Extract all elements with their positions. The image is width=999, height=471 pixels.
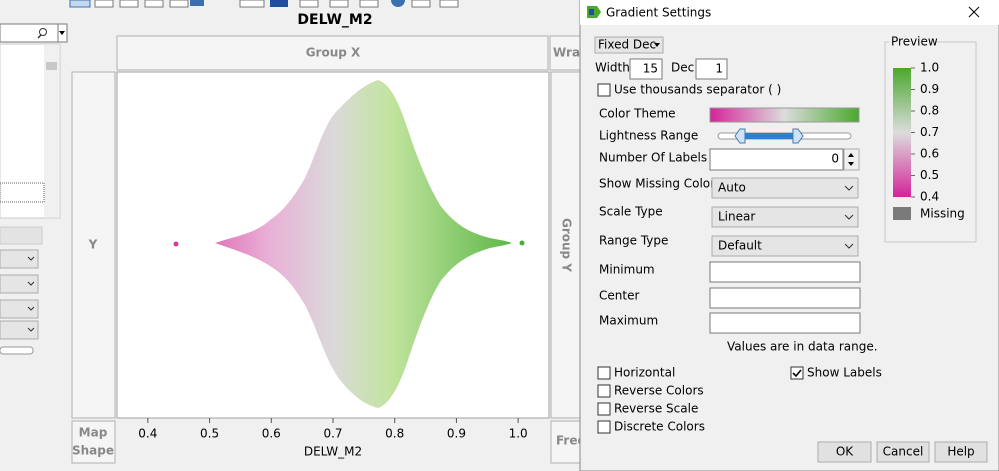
show-missing-label: Show Missing Color xyxy=(599,177,715,191)
swarm xyxy=(173,80,525,408)
number-of-labels-label: Number Of Labels xyxy=(599,151,707,165)
group-y: Group Y xyxy=(560,218,574,272)
dropdown[interactable] xyxy=(0,249,39,269)
x-tick-label: 0.5 xyxy=(200,427,219,441)
group-x: Group X xyxy=(306,46,361,60)
button-label: OK xyxy=(836,445,854,459)
graph-title: DELW_M2 xyxy=(297,12,372,28)
checkbox-label: Discrete Colors xyxy=(614,420,705,434)
slider-handle[interactable] xyxy=(734,128,804,144)
maximum-input[interactable] xyxy=(709,312,861,334)
width-value: 15 xyxy=(643,62,658,76)
preview-bar xyxy=(893,68,911,197)
checkbox[interactable] xyxy=(597,366,611,380)
checkbox[interactable] xyxy=(597,384,611,398)
dropdown-value: Auto xyxy=(718,181,746,195)
checkbox[interactable] xyxy=(597,83,611,97)
x-tick-label: 1.0 xyxy=(509,427,528,441)
range-note: Values are in data range. xyxy=(727,340,878,354)
checkbox[interactable] xyxy=(597,420,611,434)
checkmark xyxy=(792,369,802,378)
map-shape: Map xyxy=(79,426,108,440)
dropdown[interactable] xyxy=(0,320,39,340)
x-tick-label: 0.9 xyxy=(447,427,466,441)
checkbox-label: Reverse Colors xyxy=(614,384,704,398)
freq: Freq xyxy=(556,434,586,448)
missing-swatch xyxy=(893,207,911,220)
spinner[interactable] xyxy=(843,148,860,171)
legend-tick-label: 0.5 xyxy=(920,168,939,182)
missing-label: Missing xyxy=(920,207,965,221)
checkbox-label: Use thousands separator ( ) xyxy=(614,83,781,97)
button[interactable] xyxy=(0,226,43,245)
legend-tick-label: 0.4 xyxy=(920,190,939,204)
dec-label: Dec xyxy=(671,61,694,75)
format: Fixed Dec xyxy=(598,38,656,52)
lightness-label: Lightness Range xyxy=(599,129,698,143)
number-of-labels-value: 0 xyxy=(831,152,839,166)
left-panel xyxy=(0,0,68,471)
dec-input[interactable] xyxy=(695,58,728,80)
button-label: Help xyxy=(947,445,974,459)
drop-zone[interactable] xyxy=(116,35,549,71)
range-type-label: Range Type xyxy=(599,234,668,248)
color-theme[interactable] xyxy=(709,107,860,123)
graph-builder: DELW_M2 Group X Wrap Y Group Y Map Shape… xyxy=(71,12,592,464)
button[interactable] xyxy=(817,441,872,463)
maximum-label: Maximum xyxy=(599,314,658,328)
number-input[interactable] xyxy=(709,148,844,171)
center-label: Center xyxy=(599,289,639,303)
legend-tick-label: 0.7 xyxy=(920,125,939,139)
button-label: Cancel xyxy=(883,445,924,459)
minimum-input[interactable] xyxy=(709,261,861,283)
button[interactable] xyxy=(876,441,930,463)
drop-zone[interactable] xyxy=(71,420,116,464)
center-input[interactable] xyxy=(709,287,861,309)
dec-value: 1 xyxy=(715,62,723,76)
width-label: Width xyxy=(595,61,630,75)
close-button[interactable] xyxy=(968,6,980,18)
y-zone: Y xyxy=(88,238,98,252)
checkbox[interactable] xyxy=(597,402,611,416)
checkbox-label: Horizontal xyxy=(614,366,675,380)
width-input[interactable] xyxy=(629,58,663,80)
dropdown-value: Linear xyxy=(718,210,755,224)
color-theme-label: Color Theme xyxy=(599,107,676,121)
checkbox-label: Reverse Scale xyxy=(614,402,698,416)
dialog-title: Gradient Settings xyxy=(606,6,711,20)
legend-tick-label: 1.0 xyxy=(920,61,939,75)
legend-tick-label: 0.9 xyxy=(920,82,939,96)
button[interactable] xyxy=(934,441,988,463)
dropdown-value: Default xyxy=(718,239,762,253)
toolbar xyxy=(69,0,459,8)
dropdown[interactable] xyxy=(0,274,39,294)
drop-zone[interactable] xyxy=(71,71,116,419)
x-tick-label: 0.8 xyxy=(385,427,404,441)
checkbox-label: Show Labels xyxy=(807,366,882,380)
x-tick-label: 0.7 xyxy=(323,427,342,441)
legend-tick-label: 0.6 xyxy=(920,147,939,161)
checkbox[interactable] xyxy=(790,366,804,380)
minimum-label: Minimum xyxy=(599,263,655,277)
dropdown[interactable] xyxy=(711,177,859,199)
dropdown[interactable] xyxy=(0,299,39,319)
search-box[interactable] xyxy=(0,23,59,43)
scale-type-label: Scale Type xyxy=(599,205,663,219)
x-axis-label: DELW_M2 xyxy=(304,445,362,459)
dropdown[interactable] xyxy=(711,206,859,228)
legend-tick-label: 0.8 xyxy=(920,104,939,118)
gradient-settings-dialog: Gradient Settings Fixed Dec Width 15 Dec… xyxy=(579,0,999,471)
x-tick-label: 0.4 xyxy=(138,427,157,441)
dropdown[interactable] xyxy=(711,235,859,257)
x-tick-label: 0.6 xyxy=(262,427,281,441)
format-dropdown[interactable] xyxy=(594,36,664,54)
preview-title: Preview xyxy=(891,35,938,49)
map-shape: Shape xyxy=(72,444,114,458)
